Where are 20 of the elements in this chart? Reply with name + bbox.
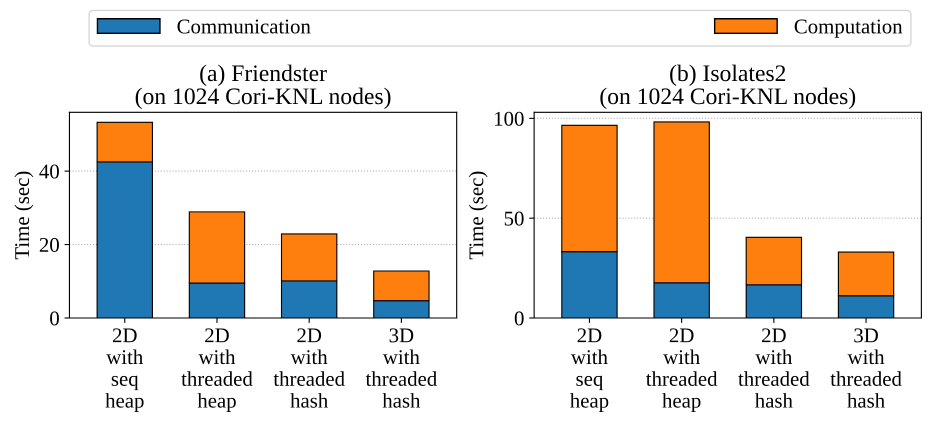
legend-label: Communication	[177, 20, 311, 34]
y-axis-title: Time (sec)	[468, 172, 488, 260]
y-tick-label: 40	[39, 164, 59, 179]
chart-title: (a) Friendster (on 1024 Cori-KNL nodes)	[136, 64, 390, 110]
y-tick-label: 50	[504, 212, 524, 226]
y-tick-label: 20	[40, 238, 59, 252]
x-tick-label: 2D with threaded heap	[181, 328, 253, 412]
x-tick-label: 2D with threaded hash	[274, 328, 345, 408]
x-tick-label: 2D with threaded heap	[646, 328, 718, 412]
y-tick-label: 0	[50, 311, 59, 326]
x-tick-label: 2D with threaded hash	[738, 328, 810, 408]
x-tick-label: 2D with seq heap	[105, 328, 144, 412]
x-tick-label: 3D with threaded hash	[830, 328, 902, 408]
chart-title: (b) Isolates2 (on 1024 Cori-KNL nodes)	[600, 64, 856, 110]
legend-label: Computation	[794, 20, 902, 38]
y-tick-label: 100	[494, 112, 524, 126]
x-tick-label: 2D with seq heap	[570, 328, 608, 412]
y-tick-label: 0	[514, 311, 524, 326]
y-axis-title: Time (sec)	[14, 172, 34, 260]
x-tick-label: 3D with threaded hash	[366, 328, 437, 408]
